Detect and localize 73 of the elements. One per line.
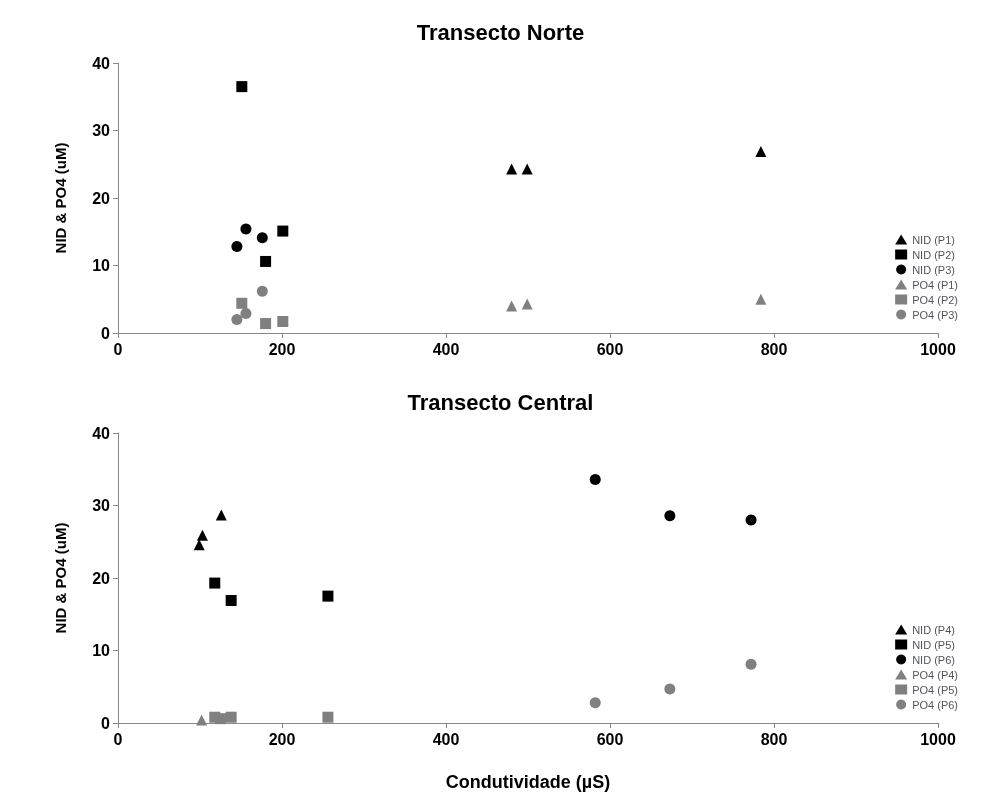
point [589,697,601,709]
x-tick-label: 600 [596,340,624,358]
x-axis-title: Condutividade (µS) [445,772,611,792]
point [240,307,252,319]
point [209,577,221,589]
y-tick-label: 0 [101,324,111,342]
legend-label: NID (P1) [912,233,955,246]
point [521,163,533,175]
point [506,163,518,175]
legend-label: PO4 (P3) [912,308,959,321]
point [240,223,252,235]
point [236,81,248,93]
point [215,713,226,725]
y-axis-title: NID & PO4 (uM) [52,142,69,254]
point [664,510,676,522]
point [755,145,767,157]
x-tick-label: 1000 [920,340,956,358]
x-tick-label: 400 [432,340,460,358]
x-tick-label: 0 [113,340,123,358]
point [322,711,334,723]
x-tick-label: 800 [760,730,788,748]
legend-label: PO4 (P4) [912,668,959,681]
point [322,590,334,602]
y-tick-label: 20 [92,189,111,207]
point [196,529,208,541]
legend-label: PO4 (P5) [912,683,959,696]
point [521,298,533,310]
point [231,314,243,325]
legend-label: NID (P2) [912,248,955,261]
legend-label: PO4 (P6) [912,698,959,711]
point [215,509,227,521]
y-tick-label: 40 [92,424,111,442]
point [506,300,518,312]
x-tick-label: 1000 [920,730,956,748]
legend-label: NID (P3) [912,263,955,276]
y-tick-label: 20 [92,569,111,587]
point [256,285,268,297]
x-tick-label: 200 [268,340,296,358]
point [225,594,237,606]
point [745,514,757,526]
point [664,683,676,695]
chart-title: Transecto Norte [416,19,585,45]
legend-label: PO4 (P1) [912,278,959,291]
point [755,293,767,305]
point [225,711,237,723]
y-tick-label: 10 [92,257,111,274]
y-tick-label: 0 [101,714,111,732]
x-tick-label: 0 [113,730,123,748]
point [745,658,757,670]
point [196,714,208,726]
x-tick-label: 200 [268,730,296,748]
point [260,255,272,267]
y-tick-label: 10 [92,642,111,659]
point [193,539,205,551]
point [231,241,243,253]
x-tick-label: 600 [596,730,624,748]
legend-label: PO4 (P2) [912,293,959,306]
point [277,316,289,328]
point [589,473,601,485]
point [277,225,289,237]
y-axis-title: NID & PO4 (uM) [52,522,69,634]
y-tick-label: 40 [92,54,111,72]
x-tick-label: 400 [432,730,460,748]
legend-label: NID (P5) [912,638,955,651]
point [256,232,268,244]
x-tick-label: 800 [760,340,788,358]
point [236,297,248,309]
y-tick-label: 30 [92,497,111,514]
y-tick-label: 30 [92,122,111,139]
legend-label: NID (P4) [912,623,955,636]
point [260,318,272,330]
chart-title: Transecto Central [407,389,594,415]
legend-label: NID (P6) [912,653,955,666]
